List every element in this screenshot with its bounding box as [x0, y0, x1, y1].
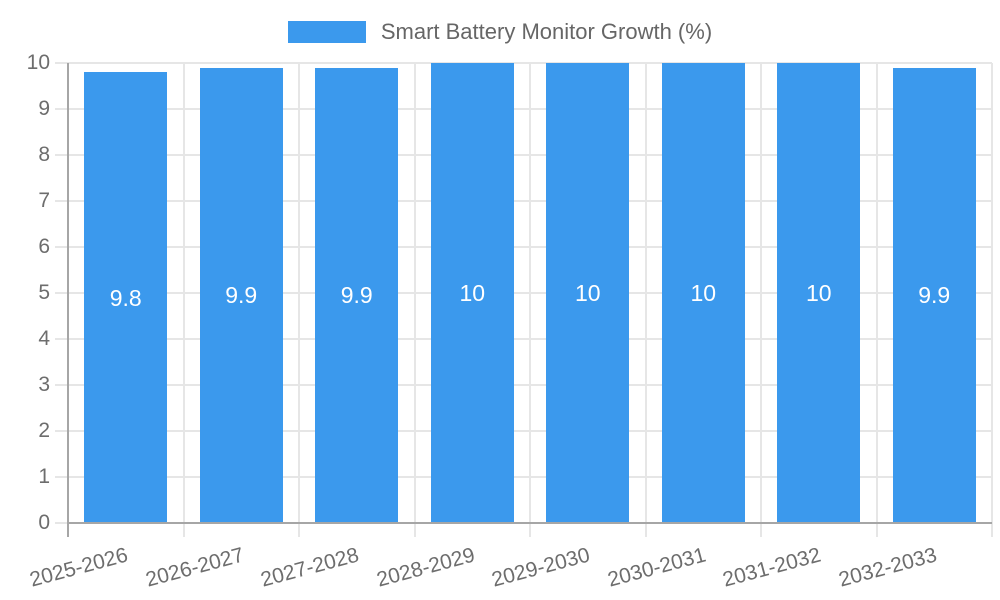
- y-tick-mark: [55, 246, 68, 248]
- x-tick-mark: [182, 523, 185, 537]
- x-tick-mark: [298, 523, 300, 537]
- x-tick-mark: [760, 523, 762, 537]
- bar-value-label: 9.9: [340, 282, 373, 309]
- bar: [315, 67, 399, 523]
- y-tick-label: 10: [26, 51, 50, 74]
- x-tick-label: 2027-2028: [258, 543, 362, 592]
- chart-legend[interactable]: Smart Battery Monitor Growth (%): [0, 18, 1000, 46]
- bar: [892, 67, 976, 523]
- x-tick-mark: [67, 523, 69, 537]
- y-tick-label: 5: [38, 281, 50, 304]
- bar: [546, 63, 630, 523]
- x-axis-line: [68, 522, 992, 524]
- y-tick-label: 2: [38, 419, 50, 442]
- bar-value-label: 9.8: [109, 284, 142, 311]
- y-tick-mark: [55, 200, 68, 202]
- legend-swatch: [287, 21, 366, 43]
- y-tick-label: 4: [38, 327, 50, 350]
- x-tick-label: 2026-2027: [143, 543, 247, 592]
- bar: [777, 63, 861, 523]
- bar: [430, 63, 514, 523]
- gridline-vertical: [875, 63, 878, 523]
- y-tick-mark: [55, 154, 68, 156]
- y-tick-mark: [55, 338, 68, 340]
- x-tick-mark: [529, 523, 531, 537]
- bar-value-label: 9.9: [918, 282, 951, 309]
- y-tick-mark: [55, 108, 68, 110]
- x-tick-mark: [413, 523, 416, 537]
- y-tick-label: 6: [38, 235, 50, 258]
- bar-value-label: 10: [805, 280, 832, 306]
- y-tick-label: 1: [38, 465, 50, 488]
- gridline-vertical: [991, 63, 993, 523]
- y-tick-label: 9: [38, 97, 50, 120]
- x-tick-label: 2025-2026: [27, 543, 131, 592]
- bar: [199, 67, 283, 523]
- x-tick-mark: [875, 523, 878, 537]
- bar-value-label: 10: [574, 280, 601, 306]
- y-tick-mark: [55, 62, 68, 64]
- x-tick-label: 2030-2031: [605, 543, 709, 592]
- bar-value-label: 10: [459, 280, 486, 306]
- gridline-vertical: [298, 63, 300, 523]
- x-tick-mark: [644, 523, 647, 537]
- y-tick-mark: [55, 522, 68, 524]
- gridline-vertical: [644, 63, 647, 523]
- gridline-vertical: [529, 63, 531, 523]
- y-tick-label: 0: [38, 511, 50, 534]
- bar: [661, 63, 745, 523]
- y-axis-line: [67, 63, 69, 525]
- bar-value-label: 10: [690, 280, 717, 306]
- gridline-vertical: [760, 63, 762, 523]
- x-tick-label: 2028-2029: [374, 543, 478, 592]
- y-tick-mark: [55, 430, 68, 432]
- y-tick-label: 7: [38, 189, 50, 212]
- y-tick-label: 8: [38, 143, 50, 166]
- bar: [84, 72, 168, 523]
- bar-value-label: 9.9: [225, 282, 258, 309]
- x-tick-label: 2029-2030: [489, 543, 593, 592]
- x-tick-label: 2032-2033: [836, 543, 940, 592]
- y-tick-mark: [55, 476, 68, 478]
- x-tick-mark: [991, 523, 993, 537]
- gridline-vertical: [413, 63, 416, 523]
- y-tick-label: 3: [38, 373, 50, 396]
- x-tick-label: 2031-2032: [720, 543, 824, 592]
- gridline-vertical: [182, 63, 185, 523]
- y-tick-mark: [55, 292, 68, 294]
- y-tick-mark: [55, 384, 68, 386]
- legend-label: Smart Battery Monitor Growth (%): [380, 19, 713, 44]
